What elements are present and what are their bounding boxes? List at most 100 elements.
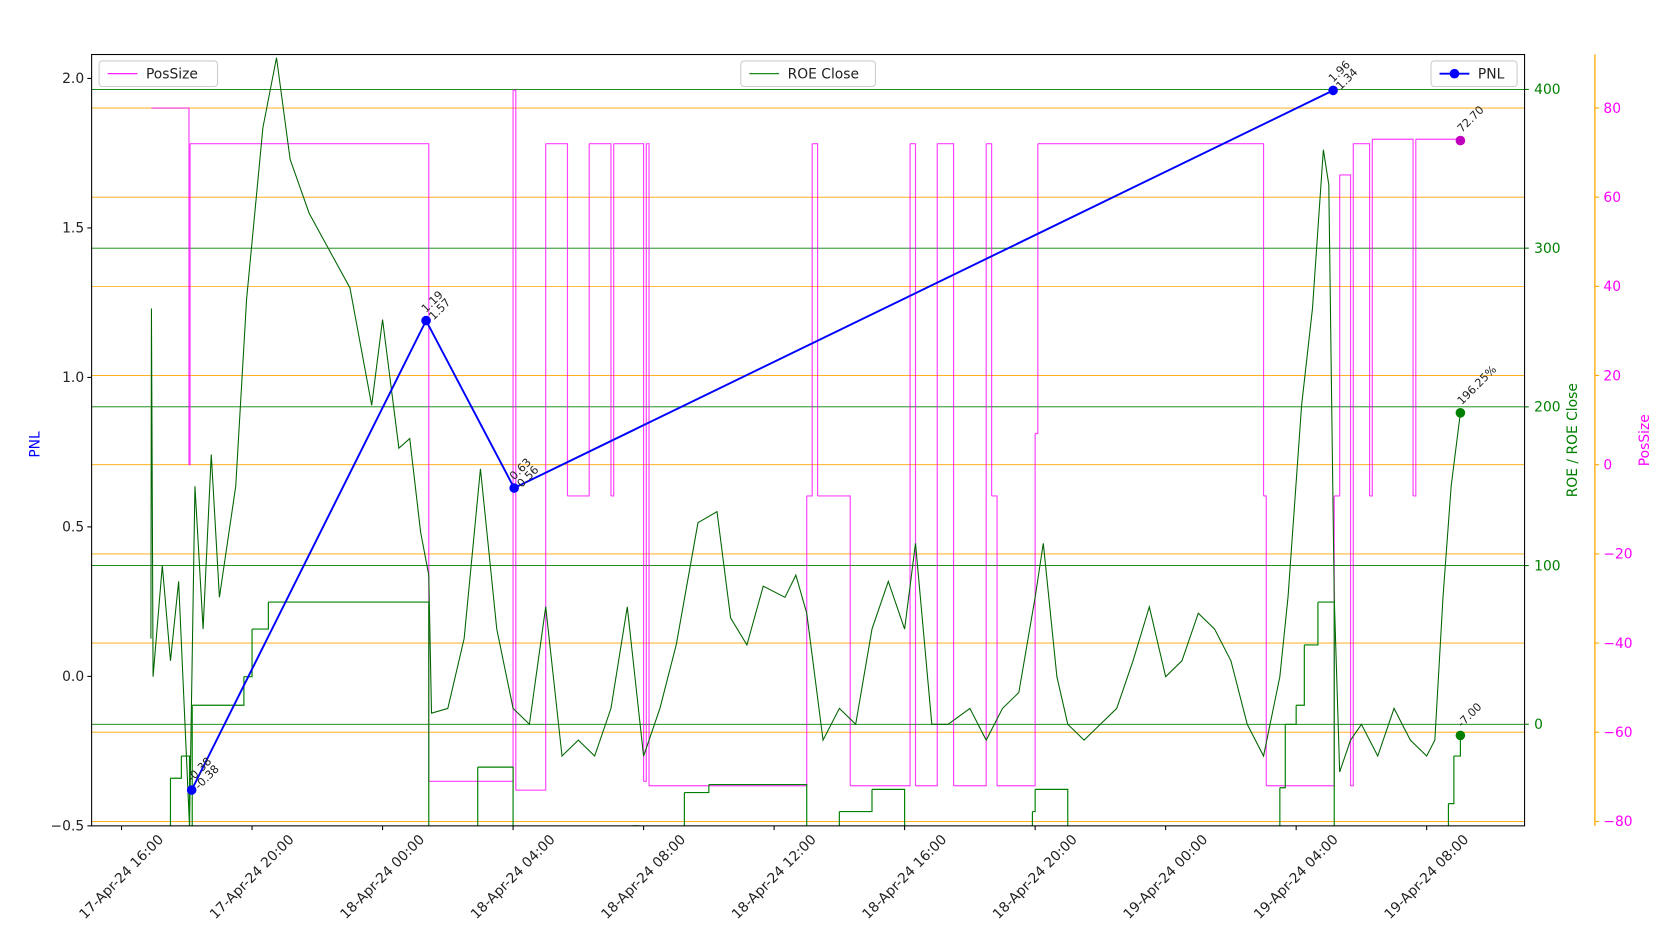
end-label: -7.00 — [1455, 700, 1485, 730]
step-segment — [1037, 143, 1265, 496]
step-segment — [1263, 495, 1267, 786]
step-segment — [817, 495, 851, 786]
step-segment — [812, 143, 819, 496]
point — [186, 785, 197, 795]
step-segment — [190, 143, 430, 782]
x-tick-label: 17-Apr-24 16:00 — [76, 832, 167, 923]
step-segment — [910, 143, 917, 786]
y3-tick-label: 40 — [1603, 279, 1621, 295]
step-segment — [513, 89, 517, 791]
step-segment — [1304, 602, 1319, 646]
legend-box — [1430, 60, 1518, 88]
step-segment — [1296, 644, 1305, 706]
y3-tick-label: 80 — [1603, 101, 1621, 117]
step-segment — [1448, 756, 1455, 805]
step-segment — [806, 143, 813, 497]
step-segment — [1035, 788, 1069, 826]
x-tick-label: 18-Apr-24 00:00 — [337, 832, 428, 923]
y2-tick-label: 300 — [1534, 241, 1560, 257]
point — [421, 315, 431, 326]
x-tick-label: 18-Apr-24 20:00 — [990, 832, 1081, 923]
x-tick-label: 19-Apr-24 00:00 — [1120, 832, 1211, 923]
step-segment — [1285, 705, 1297, 725]
point — [509, 483, 519, 493]
step-segment — [838, 811, 840, 826]
line — [150, 57, 1461, 826]
y-tick-label: 1.5 — [62, 221, 84, 237]
line — [190, 89, 1334, 791]
legend-marker — [1449, 68, 1460, 79]
step-segment — [839, 789, 873, 813]
step-segment — [1453, 735, 1461, 757]
y2-tick-label: 0 — [1534, 717, 1543, 733]
y3-tick-label: 20 — [1603, 368, 1621, 384]
x-tick-label: 18-Apr-24 08:00 — [598, 832, 689, 923]
y3-tick-label: −40 — [1603, 636, 1632, 652]
step-segment — [991, 495, 998, 786]
y-tick-label: 2.0 — [62, 71, 84, 87]
step-segment — [953, 143, 987, 787]
y2-tick-label: 100 — [1534, 558, 1560, 574]
step-segment — [169, 778, 172, 826]
step-segment — [1447, 803, 1450, 826]
step-segment — [1413, 139, 1417, 497]
step-segment — [683, 792, 685, 826]
step-segment — [188, 143, 191, 466]
step-segment — [428, 90, 514, 782]
y-axis-label: PNL — [27, 431, 43, 458]
step-segment — [850, 143, 911, 787]
step-segment — [684, 784, 710, 794]
step-segment — [915, 143, 938, 787]
step-segment — [708, 784, 808, 826]
y2-axis-label: ROE / ROE Close — [1565, 383, 1581, 497]
step-segment — [513, 826, 633, 836]
step-segment — [613, 143, 645, 782]
y-tick-label: −0.5 — [51, 819, 85, 835]
step-segment — [1339, 174, 1352, 786]
step-segment — [1334, 174, 1341, 497]
x-tick-label: 18-Apr-24 04:00 — [468, 832, 559, 923]
step-segment — [567, 143, 590, 497]
legend-label: ROE Close — [788, 66, 859, 82]
end-label: 196.25% — [1455, 363, 1499, 407]
step-segment — [1279, 724, 1286, 789]
y3-tick-label: −60 — [1603, 725, 1632, 741]
step-segment — [268, 601, 430, 826]
step-segment — [252, 602, 269, 630]
y2-tick-label: 200 — [1534, 400, 1560, 416]
y-tick-label: 1.0 — [62, 370, 84, 386]
y-tick-label: 0.0 — [62, 669, 84, 685]
step-segment — [1035, 143, 1039, 435]
step-segment — [191, 705, 193, 826]
step-segment — [610, 143, 615, 497]
step-segment — [477, 767, 479, 826]
step-segment — [1353, 143, 1371, 496]
step-segment — [151, 107, 190, 465]
step-segment — [632, 825, 639, 826]
end-marker — [1455, 408, 1466, 418]
y-tick-label: 0.5 — [62, 520, 84, 536]
x-tick-label: 18-Apr-24 16:00 — [859, 832, 950, 923]
step-segment — [1372, 138, 1414, 496]
step-segment — [1279, 787, 1281, 826]
end-marker — [1455, 135, 1466, 146]
legend-label: PosSize — [146, 66, 198, 82]
step-segment — [589, 143, 612, 496]
step-segment — [1415, 138, 1461, 141]
step-segment — [1317, 601, 1335, 826]
y3-axis-label: PosSize — [1637, 414, 1653, 466]
point — [1328, 85, 1338, 96]
x-tick-label: 17-Apr-24 20:00 — [207, 832, 298, 923]
end-marker — [1455, 730, 1466, 741]
legend-box — [98, 60, 219, 88]
step-segment — [477, 766, 514, 826]
legend-box — [740, 60, 876, 88]
step-segment — [1031, 811, 1034, 826]
step-segment — [545, 143, 569, 496]
step-segment — [646, 143, 650, 786]
step-segment — [937, 143, 955, 786]
step-segment — [243, 629, 253, 678]
step-segment — [997, 433, 1036, 787]
